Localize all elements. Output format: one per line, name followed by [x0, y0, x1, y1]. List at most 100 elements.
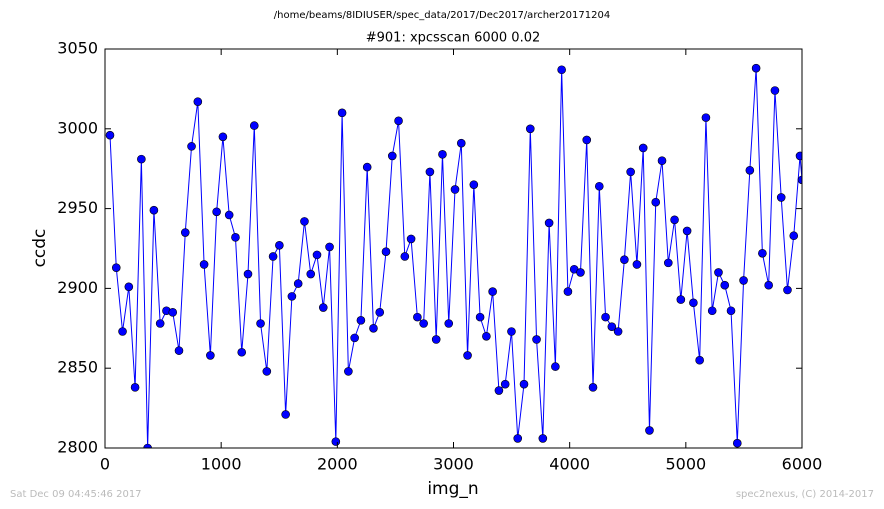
data-point [645, 426, 654, 435]
data-point [507, 327, 516, 336]
data-point [180, 228, 190, 237]
data-point [394, 116, 403, 126]
data-point [588, 383, 598, 392]
data-point [199, 260, 209, 269]
chart-title: #901: xpcsscan 6000 0.02 [366, 31, 541, 46]
y-tick-label: 2800 [57, 438, 98, 457]
data-point [576, 268, 585, 277]
data-point [350, 333, 359, 343]
x-tick-label: 3000 [433, 455, 474, 474]
footer-left: Sat Dec 09 04:45:46 2017 [10, 489, 142, 500]
data-point [538, 434, 548, 443]
footer-right: spec2nexus, (C) 2014-2017 [736, 489, 874, 500]
data-point [519, 379, 529, 389]
data-point [362, 162, 372, 172]
data-point [638, 143, 648, 153]
data-point [532, 335, 541, 344]
data-point [601, 312, 610, 322]
data-point [551, 362, 560, 371]
data-point [111, 263, 121, 272]
data-point [797, 175, 802, 185]
data-point [406, 234, 416, 244]
data-point [525, 124, 535, 134]
data-point [137, 154, 146, 164]
data-point [155, 319, 165, 328]
data-point [513, 434, 523, 443]
data-point [745, 165, 755, 175]
data-point [689, 298, 698, 308]
data-point [224, 210, 234, 220]
y-tick-label: 2950 [57, 198, 98, 217]
x-tick-label: 5000 [665, 455, 706, 474]
data-point [356, 316, 366, 325]
data-point [795, 151, 802, 161]
y-tick-label: 2850 [57, 358, 98, 377]
data-point [387, 151, 397, 161]
data-point [544, 218, 554, 228]
data-point [620, 255, 629, 264]
data-point [193, 97, 203, 106]
data-point [262, 367, 272, 376]
data-point [563, 287, 573, 296]
data-point [149, 205, 159, 215]
data-point [419, 319, 428, 328]
data-point [375, 308, 385, 317]
data-point [413, 312, 422, 322]
data-point [463, 351, 472, 360]
data-point [783, 285, 792, 295]
data-point [751, 63, 761, 73]
data-point [613, 327, 623, 336]
data-point [212, 207, 221, 217]
data-point [231, 233, 240, 242]
data-point [124, 282, 134, 292]
data-point [651, 197, 661, 207]
data-point [218, 132, 228, 142]
data-point [670, 215, 679, 225]
data-point [626, 167, 635, 177]
data-point [456, 138, 466, 148]
data-point [381, 247, 391, 256]
data-point [105, 130, 115, 140]
data-point [594, 181, 604, 191]
data-point [770, 86, 780, 95]
data-point [293, 279, 303, 288]
x-axis-label: img_n [427, 479, 478, 499]
data-point [701, 113, 711, 122]
data-point [450, 185, 460, 194]
y-tick-label: 3050 [57, 39, 98, 58]
data-point [369, 323, 378, 333]
data-point [331, 437, 341, 446]
data-point [206, 351, 215, 360]
data-point [168, 308, 178, 317]
data-point [143, 443, 152, 448]
data-point [187, 142, 196, 151]
data-point [726, 306, 736, 316]
suptitle: /home/beams/8IDIUSER/spec_data/2017/Dec2… [274, 10, 610, 21]
data-point [174, 346, 184, 355]
y-axis-label: ccdc [30, 229, 50, 268]
x-tick-label: 2000 [317, 455, 358, 474]
data-point [582, 135, 592, 145]
data-point [789, 231, 799, 241]
x-tick-label: 6000 [782, 455, 823, 474]
data-point [714, 268, 723, 277]
data-point [425, 167, 435, 177]
data-point [482, 331, 491, 341]
data-point [344, 367, 353, 376]
data-point [275, 241, 284, 250]
data-point [764, 280, 773, 290]
data-point [557, 65, 566, 75]
data-point [732, 438, 742, 448]
data-point [720, 280, 730, 290]
data-point [256, 319, 265, 328]
data-point [663, 258, 673, 268]
data-point [739, 276, 748, 285]
data-point [268, 252, 278, 261]
plot-area [105, 63, 802, 448]
y-tick-label: 3000 [57, 118, 98, 137]
data-point [494, 386, 504, 395]
data-point [776, 193, 786, 202]
x-tick-label: 4000 [549, 455, 590, 474]
